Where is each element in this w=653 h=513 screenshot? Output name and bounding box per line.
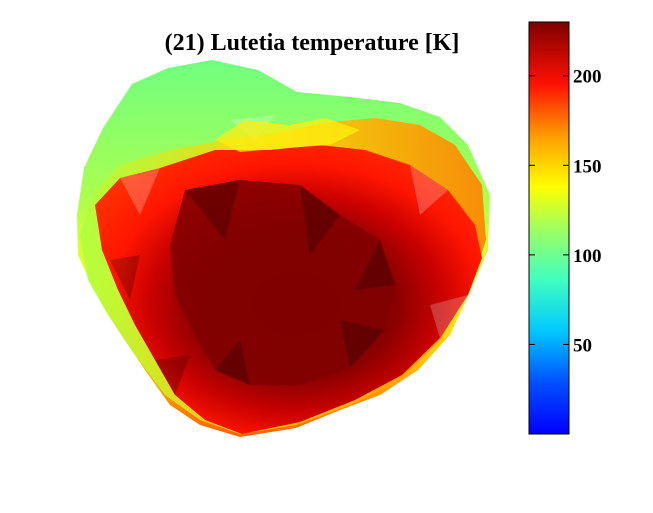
surface-warm-streak — [215, 118, 360, 152]
surface-core-region — [170, 180, 395, 385]
colorbar-ticks: 50 100 150 200 — [529, 67, 602, 356]
colorbar-tick-label: 100 — [573, 246, 602, 267]
colorbar-tick-label: 200 — [573, 67, 602, 88]
colorbar-gradient — [528, 21, 570, 435]
colorbar-tick-label: 150 — [573, 156, 602, 177]
surface-facets — [110, 115, 468, 395]
chart-title: (21) Lutetia temperature [K] — [165, 30, 460, 56]
colorbar-tick-label: 50 — [573, 335, 592, 356]
asteroid-surface — [77, 60, 490, 437]
colorbar: 50 100 150 200 — [528, 21, 602, 435]
